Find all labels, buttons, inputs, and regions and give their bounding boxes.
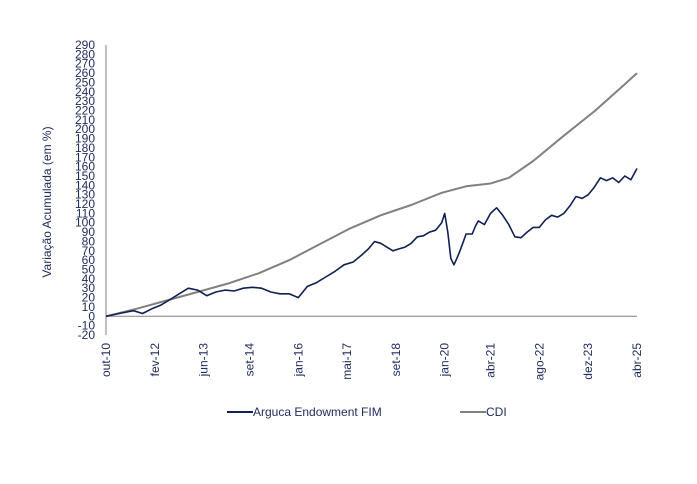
y-tick-label: 220 — [75, 103, 95, 117]
x-tick-labels: out-10 fev-12 jun-13 set-14 jan-16 mai-17 set-… — [99, 343, 644, 381]
x-tick-label: fev-12 — [148, 343, 162, 377]
y-tick-label: 120 — [75, 197, 95, 211]
y-tick-label: 200 — [75, 122, 95, 136]
x-tick-label: out-10 — [99, 343, 113, 377]
x-tick-label: dez-23 — [581, 343, 595, 380]
x-tick-label: set-18 — [389, 343, 403, 377]
y-tick-label: 10 — [82, 300, 96, 314]
x-tick-label: abr-21 — [484, 343, 498, 378]
x-tick-label: jan-16 — [291, 343, 305, 378]
y-axis-label: Variação Acumulada (em %) — [40, 126, 54, 277]
y-tick-label: 160 — [75, 160, 95, 174]
y-tick-label: 80 — [82, 234, 96, 248]
y-tick-label: 280 — [75, 47, 95, 61]
y-tick-label: -20 — [78, 328, 96, 342]
series-line — [105, 72, 638, 318]
y-tick-label: 90 — [82, 225, 96, 239]
y-tick-label: 290 — [75, 38, 95, 52]
y-tick-label: 110 — [76, 206, 95, 220]
y-tick-label: 60 — [82, 253, 96, 267]
y-tick-label: 100 — [75, 216, 95, 230]
legend: Arguca Endowment FIM CDI — [227, 405, 507, 419]
x-tick-label: ago-22 — [532, 343, 546, 381]
y-tick-label: 170 — [75, 150, 95, 164]
y-tick-label: 240 — [75, 85, 95, 99]
y-tick-label: 20 — [82, 291, 96, 305]
y-tick-label: -10 — [78, 319, 96, 333]
y-tick-label: 230 — [75, 94, 95, 108]
y-tick-label: 30 — [82, 281, 96, 295]
y-tick-label: 250 — [75, 75, 95, 89]
legend-label: Arguca Endowment FIM — [253, 405, 382, 419]
y-tick-label: 130 — [75, 188, 95, 202]
y-tick-label: 40 — [82, 272, 96, 286]
y-tick-label: 210 — [75, 113, 95, 127]
y-tick-labels: -20-100102030405060708090100110120130140… — [75, 38, 95, 342]
y-tick-label: 150 — [75, 169, 95, 183]
x-tick-label: jan-20 — [438, 343, 452, 378]
x-tick-label: jun-13 — [197, 343, 211, 378]
y-tick-label: 50 — [82, 263, 96, 277]
x-tick-label: abr-25 — [630, 343, 644, 378]
y-tick-label: 190 — [75, 132, 95, 146]
y-tick-label: 180 — [75, 141, 95, 155]
x-tick-label: set-14 — [242, 343, 256, 377]
y-tick-label: 70 — [82, 244, 96, 258]
y-tick-label: 0 — [88, 309, 95, 323]
legend-label: CDI — [486, 405, 507, 419]
series-lines — [105, 72, 638, 318]
y-tick-label: 140 — [75, 178, 95, 192]
y-tick-label: 260 — [75, 66, 95, 80]
series-line — [105, 168, 638, 318]
y-tick-label: 270 — [75, 57, 95, 71]
x-tick-label: mai-17 — [340, 343, 354, 380]
